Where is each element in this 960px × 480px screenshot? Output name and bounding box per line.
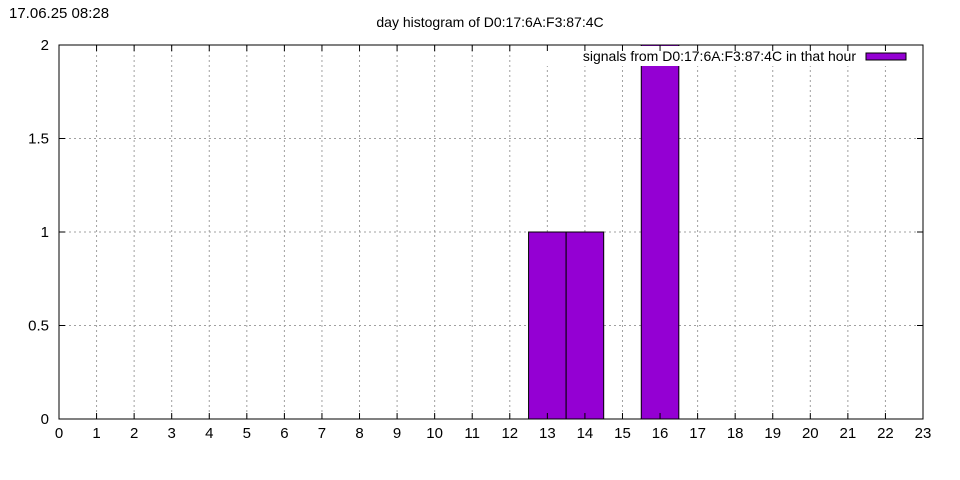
timestamp-label: 17.06.25 08:28 xyxy=(9,5,109,22)
x-tick-label: 15 xyxy=(614,425,631,442)
legend: signals from D0:17:6A:F3:87:4C in that h… xyxy=(538,46,908,66)
histogram-bar xyxy=(640,44,680,420)
y-tick-label: 1 xyxy=(41,224,49,241)
x-tick-label: 6 xyxy=(280,425,288,442)
x-tick-label: 1 xyxy=(92,425,100,442)
x-tick-label: 9 xyxy=(393,425,401,442)
x-tick-label: 10 xyxy=(426,425,443,442)
x-tick-label: 22 xyxy=(877,425,894,442)
x-tick-label: 14 xyxy=(577,425,594,442)
legend-label: signals from D0:17:6A:F3:87:4C in that h… xyxy=(583,48,856,64)
x-tick-label: 12 xyxy=(501,425,518,442)
y-tick-label: 2 xyxy=(41,37,49,54)
y-tick-label: 0.5 xyxy=(28,318,49,335)
chart-title: day histogram of D0:17:6A:F3:87:4C xyxy=(376,14,603,30)
x-tick-label: 7 xyxy=(318,425,326,442)
x-tick-label: 21 xyxy=(840,425,857,442)
x-tick-label: 18 xyxy=(727,425,744,442)
histogram-bar xyxy=(565,231,605,420)
x-tick-label: 19 xyxy=(764,425,781,442)
x-tick-label: 11 xyxy=(464,425,480,442)
bars-layer xyxy=(528,44,680,420)
ticks-layer: 0 1 2 3 4 5 6 7 8 9 10 11 12 13 14 15 16 17 18 19 20 21 22 2300… xyxy=(28,37,931,442)
x-tick-label: 17 xyxy=(689,425,706,442)
x-tick-label: 8 xyxy=(355,425,363,442)
x-tick-label: 13 xyxy=(539,425,556,442)
x-tick-label: 5 xyxy=(243,425,251,442)
histogram-bar xyxy=(528,231,567,420)
x-tick-label: 20 xyxy=(802,425,819,442)
x-tick-label: 16 xyxy=(652,425,669,442)
legend-background xyxy=(538,46,908,66)
x-tick-label: 23 xyxy=(915,425,932,442)
x-tick-label: 3 xyxy=(168,425,176,442)
x-tick-label: 4 xyxy=(205,425,213,442)
grid-layer xyxy=(59,45,923,419)
y-tick-label: 0 xyxy=(41,411,49,428)
y-tick-label: 1.5 xyxy=(28,131,49,148)
x-tick-label: 2 xyxy=(130,425,138,442)
x-tick-label: 0 xyxy=(55,425,63,442)
legend-swatch xyxy=(865,52,907,61)
